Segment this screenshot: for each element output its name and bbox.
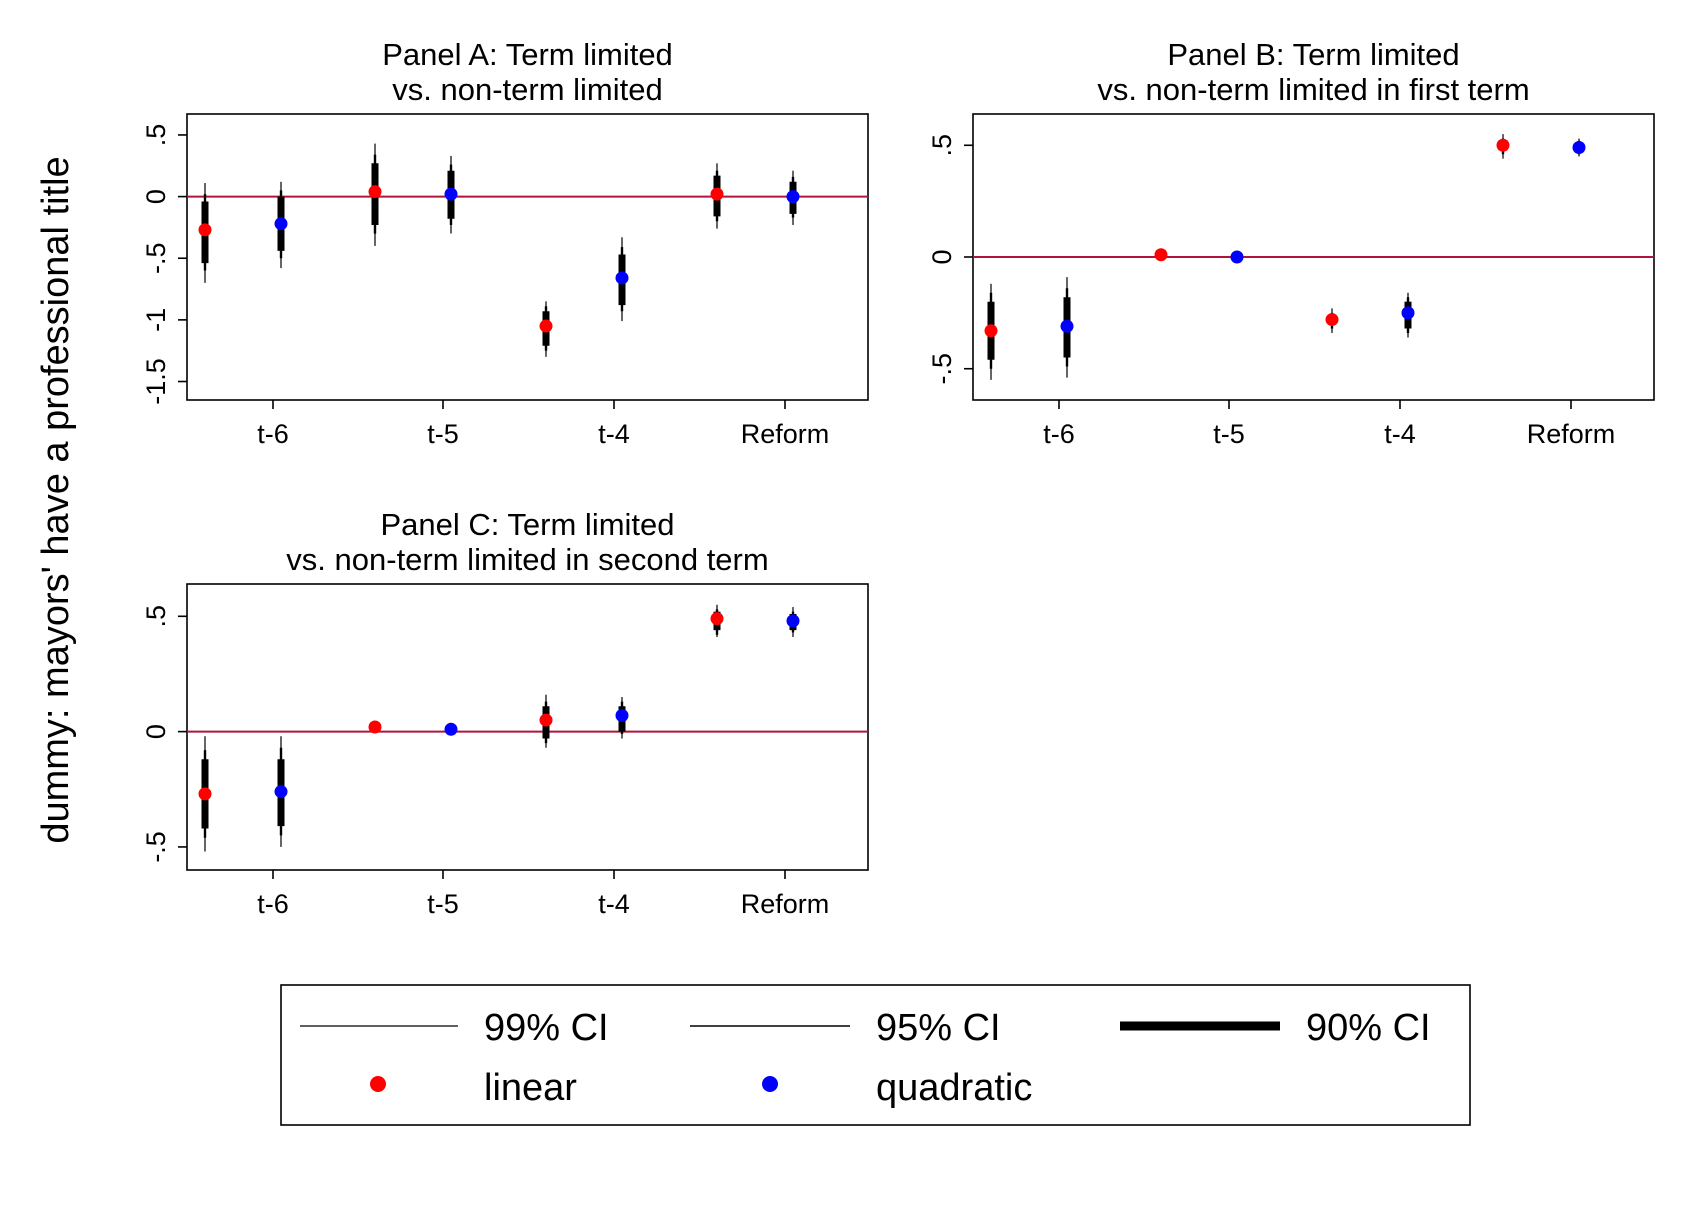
quadratic-point xyxy=(1060,319,1074,333)
linear-point xyxy=(539,319,553,333)
linear-point xyxy=(1496,138,1510,152)
x-tick-label: Reform xyxy=(741,889,830,919)
quadratic-point xyxy=(615,708,629,722)
legend-ci90-label: 90% CI xyxy=(1306,1007,1431,1049)
y-tick-label: -.5 xyxy=(927,353,957,385)
linear-point xyxy=(198,787,212,801)
legend-quadratic-marker xyxy=(762,1076,778,1092)
legend-linear-marker xyxy=(370,1076,386,1092)
linear-point xyxy=(1325,313,1339,327)
panel-title: Panel B: Term limited xyxy=(1167,37,1459,72)
legend-ci99-label: 99% CI xyxy=(484,1007,609,1049)
panel-title: Panel A: Term limited xyxy=(382,37,673,72)
plot-frame xyxy=(186,583,869,871)
quadratic-point xyxy=(444,187,458,201)
x-tick-label: Reform xyxy=(741,419,830,449)
legend-box xyxy=(280,984,1471,1126)
y-tick-label: 0 xyxy=(141,189,171,204)
y-tick-label: 0 xyxy=(927,249,957,264)
linear-point xyxy=(984,324,998,338)
x-tick-label: t-4 xyxy=(598,419,630,449)
panel-title: Panel C: Term limited xyxy=(380,507,674,542)
quadratic-point xyxy=(615,271,629,285)
x-tick-label: t-5 xyxy=(427,889,459,919)
quadratic-point xyxy=(1401,306,1415,320)
panel-title: vs. non-term limited in first term xyxy=(1097,72,1529,107)
panel-title: vs. non-term limited xyxy=(392,72,662,107)
legend-quadratic-label: quadratic xyxy=(876,1067,1032,1109)
legend-linear-label: linear xyxy=(484,1067,577,1109)
plot-frame xyxy=(186,113,869,401)
legend-ci95-label: 95% CI xyxy=(876,1007,1001,1049)
quadratic-point xyxy=(786,190,800,204)
x-tick-label: t-5 xyxy=(1213,419,1245,449)
quadratic-point xyxy=(1230,250,1244,264)
y-tick-label: .5 xyxy=(141,124,171,147)
y-tick-label: -1.5 xyxy=(141,358,171,405)
x-tick-label: t-6 xyxy=(257,419,289,449)
y-axis-label: dummy: mayors' have a professional title xyxy=(35,156,77,843)
linear-point xyxy=(710,187,724,201)
x-tick-label: t-6 xyxy=(1043,419,1075,449)
x-tick-label: Reform xyxy=(1527,419,1616,449)
linear-point xyxy=(368,185,382,199)
linear-point xyxy=(1154,248,1168,262)
y-tick-label: .5 xyxy=(927,134,957,157)
x-tick-label: t-6 xyxy=(257,889,289,919)
panel-title: vs. non-term limited in second term xyxy=(286,542,768,577)
y-tick-label: -1 xyxy=(141,308,171,332)
x-tick-label: t-4 xyxy=(1384,419,1416,449)
y-tick-label: -.5 xyxy=(141,831,171,863)
x-tick-label: t-5 xyxy=(427,419,459,449)
linear-point xyxy=(539,713,553,727)
y-tick-label: 0 xyxy=(141,724,171,739)
quadratic-point xyxy=(444,722,458,736)
linear-point xyxy=(710,612,724,626)
x-tick-label: t-4 xyxy=(598,889,630,919)
y-tick-label: .5 xyxy=(141,605,171,628)
y-tick-label: -.5 xyxy=(141,242,171,274)
legend: 99% CI 95% CI 90% CI linear quadratic xyxy=(280,984,1471,1126)
linear-point xyxy=(368,720,382,734)
quadratic-point xyxy=(274,217,288,231)
quadratic-point xyxy=(1572,141,1586,155)
quadratic-point xyxy=(786,614,800,628)
linear-point xyxy=(198,223,212,237)
quadratic-point xyxy=(274,785,288,799)
